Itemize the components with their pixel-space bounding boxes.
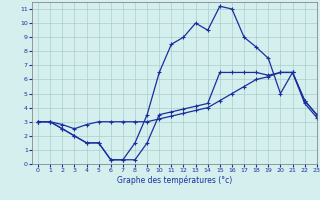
X-axis label: Graphe des températures (°c): Graphe des températures (°c) — [117, 176, 232, 185]
